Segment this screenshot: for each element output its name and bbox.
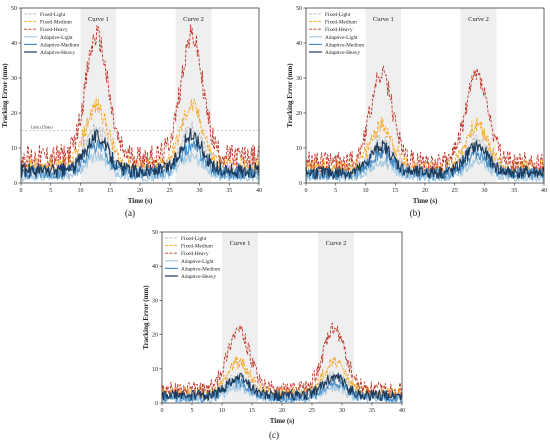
chart-panel-b: Curve 1 Curve 2 0 5 10 15 20 25 30 35 40 0 10 20 30 40 5…	[286, 6, 547, 205]
panel-label-c: (c)	[269, 430, 279, 440]
region-label-1: Curve 1	[230, 240, 251, 247]
x-tick-label: 5	[49, 188, 52, 194]
chart-panel-c: Curve 1 Curve 2 0 5 10 15 20 25 30 35 40 0 10 20 30 40 5…	[142, 230, 405, 425]
legend-entry: Adaptive-Medium	[40, 42, 80, 48]
y-tick-label: 30	[296, 76, 302, 82]
series-line-fixed-heavy	[161, 322, 403, 398]
y-tick-label: 10	[152, 367, 158, 373]
x-tick-label: 30	[482, 188, 488, 194]
y-tick-label: 10	[296, 146, 302, 152]
region-label-2: Curve 2	[183, 16, 204, 23]
legend-entry: Adaptive-Light	[181, 259, 214, 265]
x-tick-label: 25	[167, 188, 173, 194]
series-line-adaptive-heavy	[305, 140, 545, 180]
x-axis-label: Time (s)	[413, 197, 438, 205]
region-label-2: Curve 2	[468, 16, 489, 23]
y-axis-label: Tracking Error (mm)	[1, 63, 9, 128]
y-tick-label: 40	[296, 41, 302, 47]
x-tick-label: 20	[137, 188, 143, 194]
y-tick-label: 50	[152, 230, 158, 236]
legend-entry: Fixed-Heavy	[181, 251, 209, 257]
y-tick-label: 30	[11, 76, 17, 82]
legend-entry: Fixed-Medium	[40, 20, 73, 26]
y-tick-label: 0	[155, 401, 158, 407]
x-tick-label: 15	[249, 408, 255, 414]
series-line-fixed-medium	[305, 117, 545, 176]
y-axis-label: Tracking Error (mm)	[286, 63, 294, 128]
y-tick-label: 0	[299, 181, 302, 187]
panel-label-b: (b)	[410, 208, 421, 218]
panel-label-a: (a)	[125, 208, 135, 218]
legend-entry: Adaptive-Light	[40, 35, 73, 41]
series-line-fixed-heavy	[20, 24, 260, 170]
x-tick-label: 30	[197, 188, 203, 194]
x-tick-label: 10	[78, 188, 84, 194]
legend-entry: Fixed-Medium	[325, 20, 358, 26]
region-label-2: Curve 2	[326, 240, 347, 247]
x-tick-label: 35	[369, 408, 375, 414]
region-label-1: Curve 1	[373, 16, 394, 23]
y-tick-label: 50	[11, 6, 17, 12]
legend-entry: Adaptive-Heavy	[181, 274, 216, 280]
x-tick-label: 15	[392, 188, 398, 194]
legend-entry: Adaptive-Heavy	[40, 50, 75, 56]
x-axis-label: Time (s)	[270, 417, 295, 425]
x-tick-label: 40	[541, 188, 547, 194]
legend-entry: Fixed-Heavy	[325, 27, 353, 33]
series-line-adaptive-heavy	[20, 128, 260, 179]
y-tick-label: 10	[11, 146, 17, 152]
y-tick-label: 20	[296, 111, 302, 117]
legend-entry: Fixed-Light	[40, 12, 66, 18]
plot-frame	[161, 231, 403, 404]
series-line-adaptive-heavy	[161, 372, 403, 402]
chart-panel-a: Curve 1 Curve 2 Limit (15mm) 0 5 10 15 20 25 30 35…	[1, 6, 262, 205]
reference-line-label: Limit (15mm)	[31, 126, 53, 130]
legend-entry: Adaptive-Medium	[325, 42, 365, 48]
x-tick-label: 35	[511, 188, 517, 194]
y-tick-label: 0	[14, 181, 17, 187]
legend-entry: Fixed-Heavy	[40, 27, 68, 33]
x-tick-label: 20	[279, 408, 285, 414]
region-label-1: Curve 1	[88, 16, 109, 23]
x-tick-label: 20	[422, 188, 428, 194]
x-tick-label: 5	[334, 188, 337, 194]
y-axis-label: Tracking Error (mm)	[142, 285, 150, 350]
y-tick-label: 40	[152, 264, 158, 270]
legend-entry: Fixed-Light	[181, 236, 207, 242]
x-axis-label: Time (s)	[128, 197, 153, 205]
y-tick-label: 40	[11, 41, 17, 47]
x-tick-label: 0	[161, 408, 164, 414]
x-tick-label: 40	[399, 408, 405, 414]
x-tick-label: 5	[191, 408, 194, 414]
x-tick-label: 35	[226, 188, 232, 194]
y-tick-label: 50	[296, 6, 302, 12]
x-tick-label: 10	[363, 188, 369, 194]
x-tick-label: 25	[309, 408, 315, 414]
legend-entry: Adaptive-Light	[325, 35, 358, 41]
series-line-fixed-medium	[20, 97, 260, 175]
y-tick-label: 20	[11, 111, 17, 117]
legend-entry: Adaptive-Heavy	[325, 50, 360, 56]
y-tick-label: 20	[152, 333, 158, 339]
x-tick-label: 0	[305, 188, 308, 194]
x-tick-label: 30	[339, 408, 345, 414]
legend-entry: Adaptive-Medium	[181, 266, 221, 272]
legend-entry: Fixed-Light	[325, 12, 351, 18]
series-line-fixed-heavy	[305, 65, 545, 173]
x-tick-label: 40	[256, 188, 262, 194]
x-tick-label: 15	[107, 188, 113, 194]
x-tick-label: 25	[452, 188, 458, 194]
x-tick-label: 0	[20, 188, 23, 194]
legend-entry: Fixed-Medium	[181, 244, 214, 250]
x-tick-label: 10	[219, 408, 225, 414]
y-tick-label: 30	[152, 298, 158, 304]
